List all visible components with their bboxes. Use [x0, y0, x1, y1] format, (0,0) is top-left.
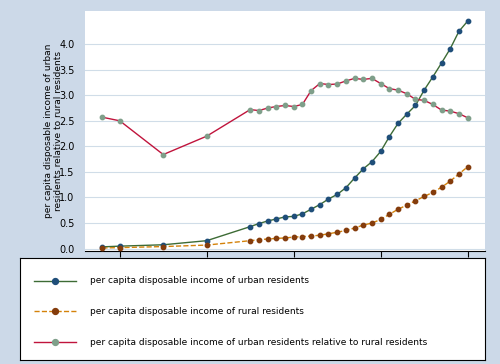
X-axis label: year: year: [272, 277, 297, 287]
Point: [402, 91, 410, 96]
Point: [376, 80, 384, 86]
Point: [455, 28, 463, 34]
Point: [420, 87, 428, 93]
Point: [376, 217, 384, 222]
Point: [350, 75, 358, 81]
Point: [324, 231, 332, 237]
Point: [255, 237, 263, 242]
Point: [264, 218, 272, 224]
Point: [160, 152, 168, 158]
Point: [246, 238, 254, 244]
Point: [394, 120, 402, 126]
Text: per capita disposable income of urban residents: per capita disposable income of urban re…: [90, 276, 309, 285]
Point: [342, 228, 350, 233]
Point: [98, 245, 106, 251]
Point: [272, 236, 280, 241]
Point: [394, 87, 402, 93]
Point: [202, 238, 210, 244]
Point: [281, 235, 289, 241]
Point: [160, 244, 168, 249]
Point: [446, 108, 454, 114]
Point: [51, 309, 59, 314]
Point: [246, 224, 254, 230]
Point: [264, 236, 272, 242]
Point: [316, 80, 324, 86]
Point: [324, 82, 332, 87]
Point: [316, 202, 324, 207]
Point: [298, 102, 306, 107]
Point: [438, 107, 446, 113]
Point: [307, 206, 315, 212]
Point: [446, 46, 454, 52]
Point: [202, 242, 210, 248]
Point: [272, 216, 280, 222]
Point: [464, 18, 471, 24]
Point: [255, 108, 263, 114]
Point: [420, 98, 428, 103]
Point: [307, 233, 315, 239]
Point: [333, 81, 341, 87]
Point: [290, 104, 298, 110]
Point: [116, 245, 124, 250]
Point: [368, 75, 376, 81]
Point: [412, 198, 420, 204]
Point: [342, 185, 350, 191]
Point: [386, 211, 394, 217]
Point: [307, 88, 315, 94]
Point: [360, 222, 368, 228]
Point: [376, 149, 384, 154]
Point: [429, 190, 437, 195]
Point: [246, 107, 254, 112]
Point: [333, 191, 341, 197]
Point: [202, 133, 210, 139]
Point: [116, 243, 124, 249]
Point: [51, 278, 59, 284]
Point: [368, 159, 376, 165]
Point: [438, 184, 446, 190]
Point: [412, 103, 420, 108]
Point: [281, 103, 289, 108]
Point: [360, 166, 368, 172]
Text: per capita disposable income of urban residents relative to rural residents: per capita disposable income of urban re…: [90, 337, 427, 347]
Point: [324, 196, 332, 202]
Point: [394, 206, 402, 212]
Point: [316, 232, 324, 238]
Y-axis label: per capita disposable income of urban
residents relative to rural residents: per capita disposable income of urban re…: [44, 44, 63, 218]
Point: [455, 111, 463, 116]
Point: [360, 76, 368, 82]
Point: [464, 115, 471, 120]
Point: [429, 74, 437, 80]
Point: [464, 164, 471, 170]
Point: [333, 229, 341, 235]
Point: [298, 211, 306, 217]
Point: [402, 202, 410, 208]
Point: [350, 175, 358, 181]
Point: [350, 225, 358, 231]
Point: [446, 178, 454, 184]
Point: [255, 221, 263, 226]
Point: [98, 244, 106, 250]
Point: [290, 234, 298, 240]
Point: [116, 118, 124, 124]
Text: per capita disposable income of rural residents: per capita disposable income of rural re…: [90, 307, 304, 316]
Point: [281, 214, 289, 220]
Point: [298, 234, 306, 240]
Point: [455, 171, 463, 177]
Point: [420, 194, 428, 199]
Point: [429, 102, 437, 107]
Point: [51, 339, 59, 345]
Point: [438, 60, 446, 66]
Point: [386, 134, 394, 139]
Point: [290, 214, 298, 219]
Point: [98, 114, 106, 120]
Point: [160, 242, 168, 248]
Point: [272, 104, 280, 110]
Point: [264, 105, 272, 111]
Point: [412, 96, 420, 102]
Point: [368, 220, 376, 226]
Point: [386, 86, 394, 91]
Point: [342, 78, 350, 84]
Point: [402, 111, 410, 117]
